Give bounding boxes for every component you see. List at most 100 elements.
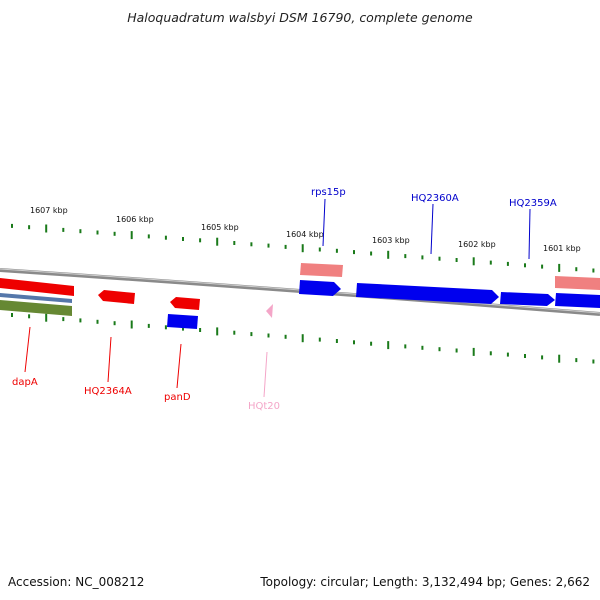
outer-tick-mark	[301, 244, 304, 253]
inner-tick-mark	[370, 341, 373, 346]
outer-tick-mark	[130, 231, 133, 240]
gene-blue-lower	[167, 314, 198, 329]
inner-tick-mark	[164, 325, 167, 330]
outer-tick-mark	[11, 223, 13, 228]
outer-tick-mark	[575, 267, 578, 272]
inner-tick-mark	[472, 347, 475, 356]
gene-HQ2360A	[356, 283, 499, 304]
feature-band-blue	[0, 293, 72, 303]
gene-label-HQ2359A: HQ2359A	[509, 198, 557, 209]
gene-label-rps15p: rps15p	[311, 187, 346, 198]
inner-tick-mark	[541, 355, 544, 360]
inner-tick-mark	[387, 341, 390, 350]
gene-blue-right	[555, 293, 600, 308]
accession-label: Accession: NC_008212	[8, 575, 145, 589]
inner-tick-mark	[438, 347, 441, 352]
inner-tick-ring	[11, 313, 595, 364]
outer-tick-mark	[353, 250, 355, 255]
inner-tick-mark	[353, 340, 355, 345]
outer-tick-mark	[113, 231, 116, 236]
leader-HQ2359A	[528, 208, 531, 260]
leader-dapA	[24, 326, 31, 373]
leader-panD	[176, 343, 182, 389]
inner-tick-mark	[489, 351, 492, 356]
outer-tick-mark	[472, 257, 475, 266]
inner-tick-mark	[575, 358, 578, 363]
inner-tick-mark	[79, 318, 82, 323]
outer-tick-mark	[233, 241, 236, 245]
inner-tick-mark	[267, 333, 270, 338]
scale-label-1606: 1606 kbp	[116, 215, 154, 224]
inner-tick-mark	[45, 313, 48, 322]
rrna-pink-2	[555, 276, 600, 290]
inner-tick-mark	[524, 354, 526, 358]
gene-label-HQ2364A: HQ2364A	[84, 386, 132, 397]
inner-tick-mark	[455, 348, 458, 353]
inner-tick-mark	[62, 317, 65, 322]
outer-tick-mark	[387, 250, 390, 259]
gene-HQ2359A	[500, 292, 555, 306]
outer-tick-mark	[284, 244, 287, 249]
leader-HQt20	[263, 351, 268, 398]
outer-tick-mark	[558, 263, 561, 272]
outer-tick-ring	[11, 223, 595, 273]
leader-HQ2364A	[107, 336, 112, 383]
scale-label-1603: 1603 kbp	[372, 236, 410, 245]
feature-band-red	[0, 278, 74, 296]
inner-tick-mark	[301, 334, 304, 343]
outer-tick-mark	[421, 255, 424, 260]
outer-tick-mark	[438, 256, 441, 261]
outer-tick-mark	[182, 237, 184, 241]
leader-HQ2360A	[430, 203, 434, 255]
outer-tick-mark	[592, 268, 595, 273]
inner-tick-mark	[113, 321, 116, 326]
inner-tick-mark	[592, 359, 595, 364]
outer-tick-mark	[335, 248, 338, 253]
inner-tick-mark	[216, 327, 219, 336]
inner-tick-mark	[558, 354, 561, 363]
outer-tick-mark	[216, 237, 219, 246]
outer-tick-mark	[45, 224, 48, 233]
inner-tick-mark	[199, 328, 202, 332]
gene-label-HQ2360A: HQ2360A	[411, 193, 459, 204]
outer-tick-mark	[250, 242, 253, 247]
inner-tick-mark	[96, 319, 99, 324]
gene-label-HQt20: HQt20	[248, 401, 280, 412]
leader-rps15p	[322, 198, 326, 247]
scale-label-1602: 1602 kbp	[458, 240, 496, 249]
outer-tick-mark	[506, 261, 509, 266]
gene-HQ2364A	[98, 290, 135, 304]
outer-tick-mark	[455, 258, 458, 262]
inner-tick-mark	[28, 314, 31, 319]
inner-tick-mark	[130, 320, 133, 329]
inner-tick-mark	[318, 337, 321, 342]
outer-tick-mark	[267, 243, 270, 248]
inner-tick-mark	[147, 323, 150, 328]
scale-label-1607: 1607 kbp	[30, 206, 68, 215]
inner-tick-mark	[11, 313, 13, 317]
outer-tick-mark	[541, 264, 544, 269]
gene-label-panD: panD	[164, 392, 191, 403]
outer-tick-mark	[199, 238, 202, 243]
inner-tick-mark	[233, 330, 236, 335]
gene-rps15p	[299, 280, 341, 296]
outer-tick-mark	[28, 225, 31, 230]
rrna-pink-1	[300, 263, 343, 277]
outer-tick-mark	[370, 251, 373, 256]
outer-tick-mark	[489, 260, 492, 265]
outer-tick-mark	[62, 227, 65, 232]
inner-tick-mark	[506, 352, 509, 357]
outer-tick-mark	[79, 229, 82, 234]
outer-tick-mark	[524, 263, 526, 268]
outer-tick-mark	[147, 234, 150, 239]
inner-tick-mark	[250, 332, 253, 337]
outer-tick-mark	[96, 230, 99, 235]
scale-label-1605: 1605 kbp	[201, 223, 239, 232]
map-title: Haloquadratum walsbyi DSM 16790, complet…	[127, 10, 473, 25]
scale-label-1601: 1601 kbp	[543, 244, 581, 253]
outer-tick-mark	[404, 254, 407, 259]
inner-tick-mark	[421, 345, 424, 350]
inner-tick-mark	[335, 339, 338, 343]
scale-label-1604: 1604 kbp	[286, 230, 324, 239]
